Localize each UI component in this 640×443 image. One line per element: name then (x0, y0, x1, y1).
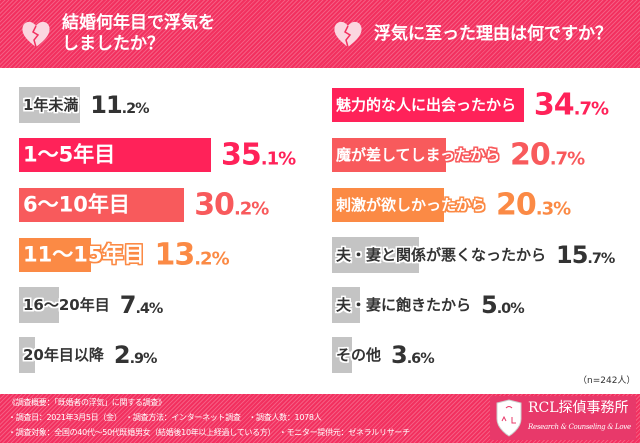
value-label: 35.1% (220, 137, 296, 173)
bar-row: 刺激が欲しかったから 20.3% (332, 187, 632, 223)
bar (332, 337, 352, 373)
bar-row: 6〜10年目 30.2% (19, 187, 319, 223)
value-label: 2.9% (113, 340, 158, 369)
sample-size-note: （n=242人） (578, 376, 636, 386)
value-label: 13.2% (154, 237, 229, 273)
right-chart-title: 浮気に至った理由は何ですか？ (374, 24, 612, 44)
value-label: 30.2% (194, 187, 269, 223)
bar-label: 魔が差してしまったから (336, 145, 500, 164)
bar (332, 237, 419, 273)
bar-label: 11〜15年目 (23, 242, 145, 267)
bar (19, 188, 185, 222)
bar (332, 287, 360, 323)
bar-row: 16〜20年目 7.4% (19, 287, 319, 323)
bar (19, 138, 211, 172)
value-label: 11.2% (90, 90, 149, 119)
left-chart-title: 結婚何年目で浮気を しましたか？ (62, 13, 215, 55)
bar (19, 287, 60, 323)
bar-row: 夫・妻と関係が悪くなったから 15.7% (332, 237, 632, 273)
bar-label: 刺激が欲しかったから (336, 195, 487, 214)
bar-row: 夫・妻に飽きたから 5.0% (332, 287, 632, 323)
broken-heart-icon (22, 21, 50, 48)
bar-label: 夫・妻と関係が悪くなったから (336, 245, 547, 264)
value-label: 34.7% (533, 87, 609, 123)
left-title-line2: しましたか？ (62, 34, 164, 54)
logo-subtitle: Research & Counseling & Love (528, 423, 631, 431)
value-label: 3.6% (391, 340, 435, 369)
bar-label: 夫・妻に飽きたから (336, 295, 472, 314)
value-label: 7.4% (119, 290, 164, 319)
bar-label: 1年未満 (23, 95, 79, 114)
value-label: 20.3% (496, 187, 571, 223)
value-label: 5.0% (481, 290, 525, 319)
survey-target-line: ・調査対象：全国の40代〜50代既婚男女（結婚後10年以上経過している方） ・モ… (8, 428, 410, 437)
logo-name: RCL探偵事務所 (528, 400, 629, 416)
value-label: 20.7% (509, 137, 585, 173)
bar-row: 魔が差してしまったから 20.7% (332, 137, 632, 173)
bar (19, 238, 92, 272)
bar (19, 337, 35, 373)
header-banner: 結婚何年目で浮気を しましたか？ 浮気に至った理由は何ですか？ (0, 0, 640, 68)
bar (19, 87, 81, 123)
rcl-logo: RCL探偵事務所 Research & Counseling & Love (490, 396, 636, 440)
bar-row: 1年未満 11.2% (19, 87, 319, 123)
bar (332, 88, 524, 122)
bar-label: 6〜10年目 (23, 192, 130, 217)
bar-label: 20年目以降 (23, 345, 104, 364)
left-title-line1: 結婚何年目で浮気を (62, 13, 215, 33)
broken-heart-icon (334, 21, 362, 48)
survey-summary-title: 《調査概要：「既婚者の浮気」に関する調査》 (8, 398, 166, 407)
bar-row: 1〜5年目 35.1% (19, 137, 319, 173)
bar (332, 188, 445, 222)
bar-row: 11〜15年目 13.2% (19, 237, 319, 273)
bar-label: 16〜20年目 (23, 295, 110, 314)
bar-row: 20年目以降 2.9% (19, 337, 319, 373)
bar-label: その他 (336, 345, 382, 364)
bar-label: 魅力的な人に出会ったから (336, 95, 517, 114)
survey-details-line: ・調査日：2021年3月5日（金） ・調査方法：インターネット調査 ・調査人数：… (8, 413, 322, 422)
bar-label: 1〜5年目 (23, 142, 116, 167)
bar-row: 魅力的な人に出会ったから 34.7% (332, 87, 632, 123)
bar-row: その他 3.6% (332, 337, 632, 373)
bar (332, 138, 447, 172)
value-label: 15.7% (556, 240, 615, 269)
shield-logo-icon (496, 399, 522, 437)
